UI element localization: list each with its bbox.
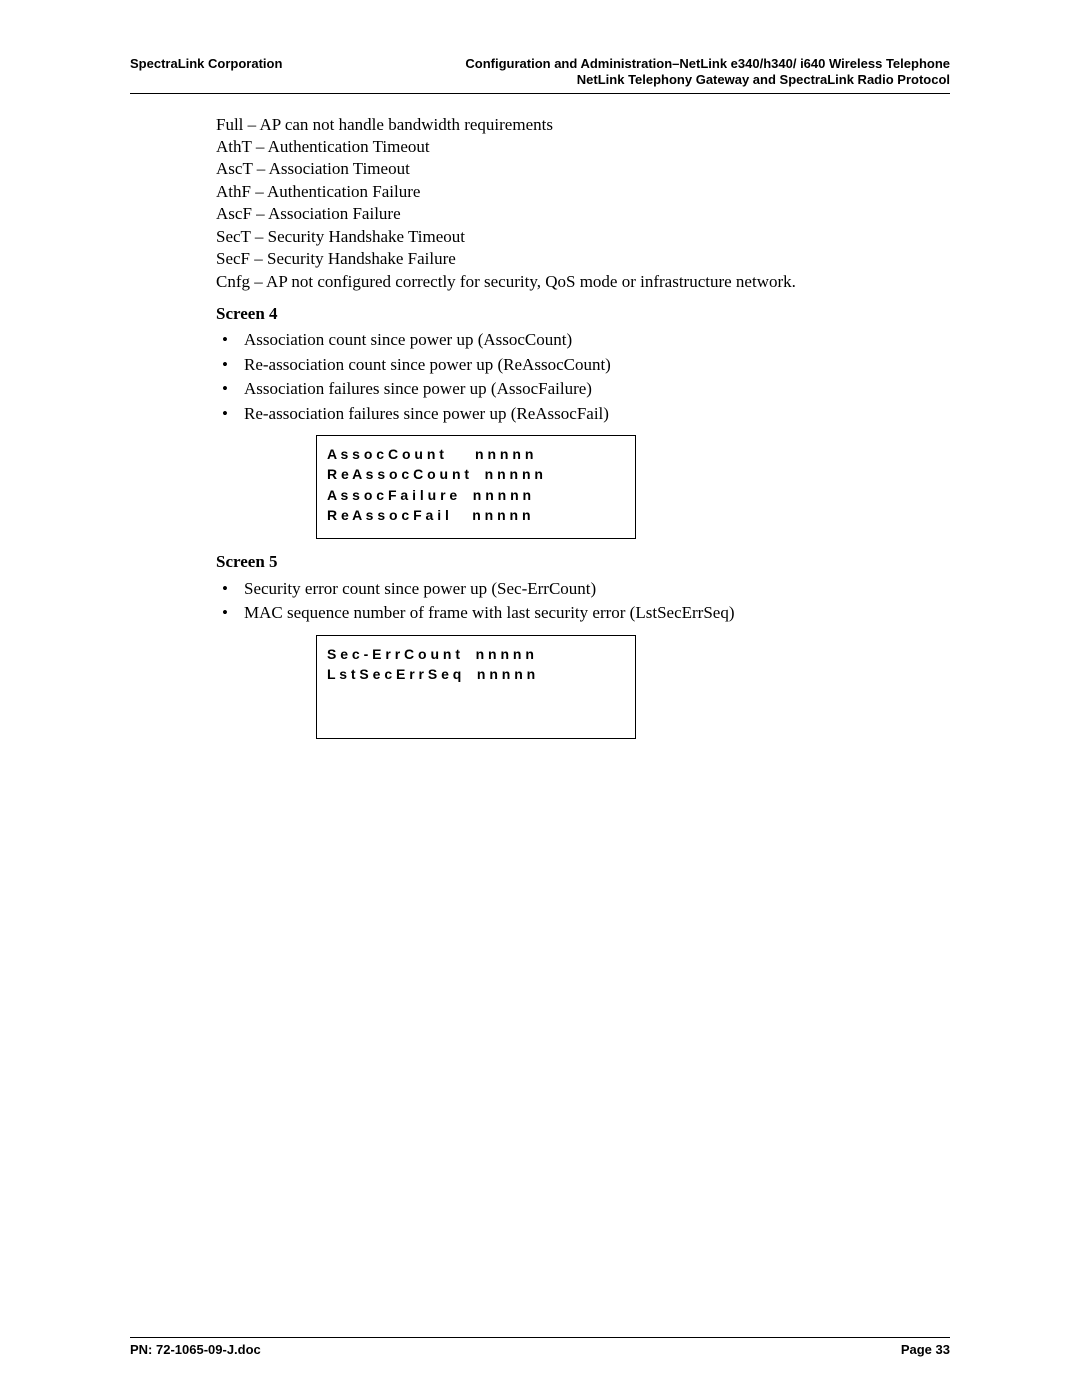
header-right-line2: NetLink Telephony Gateway and SpectraLin…	[465, 72, 950, 88]
footer-left: PN: 72-1065-09-J.doc	[130, 1342, 261, 1357]
def-athf: AthF – Authentication Failure	[216, 181, 940, 203]
header-right: Configuration and Administration–NetLink…	[465, 56, 950, 89]
def-full: Full – AP can not handle bandwidth requi…	[216, 114, 940, 136]
def-asct: AscT – Association Timeout	[216, 158, 940, 180]
screen4-box: A s s o c C o u n t n n n n n R e A s s …	[316, 435, 636, 539]
screen5-box: S e c - E r r C o u n t n n n n n L s t …	[316, 635, 636, 739]
list-item: Re-association failures since power up (…	[216, 403, 940, 425]
def-secf: SecF – Security Handshake Failure	[216, 248, 940, 270]
screen5-list: Security error count since power up (Sec…	[216, 578, 940, 625]
def-cnfg: Cnfg – AP not configured correctly for s…	[216, 271, 940, 293]
screen4-heading: Screen 4	[216, 303, 940, 325]
list-item: Association failures since power up (Ass…	[216, 378, 940, 400]
list-item: MAC sequence number of frame with last s…	[216, 602, 940, 624]
screen5-heading: Screen 5	[216, 551, 940, 573]
page: SpectraLink Corporation Configuration an…	[0, 0, 1080, 1397]
header-left: SpectraLink Corporation	[130, 56, 282, 72]
page-footer: PN: 72-1065-09-J.doc Page 33	[130, 1337, 950, 1357]
def-sect: SecT – Security Handshake Timeout	[216, 226, 940, 248]
screen4-list: Association count since power up (AssocC…	[216, 329, 940, 425]
def-ascf: AscF – Association Failure	[216, 203, 940, 225]
footer-right: Page 33	[901, 1342, 950, 1357]
content: Full – AP can not handle bandwidth requi…	[130, 94, 950, 739]
list-item: Association count since power up (AssocC…	[216, 329, 940, 351]
def-atht: AthT – Authentication Timeout	[216, 136, 940, 158]
list-item: Re-association count since power up (ReA…	[216, 354, 940, 376]
header-right-line1: Configuration and Administration–NetLink…	[465, 56, 950, 72]
list-item: Security error count since power up (Sec…	[216, 578, 940, 600]
page-header: SpectraLink Corporation Configuration an…	[130, 56, 950, 94]
